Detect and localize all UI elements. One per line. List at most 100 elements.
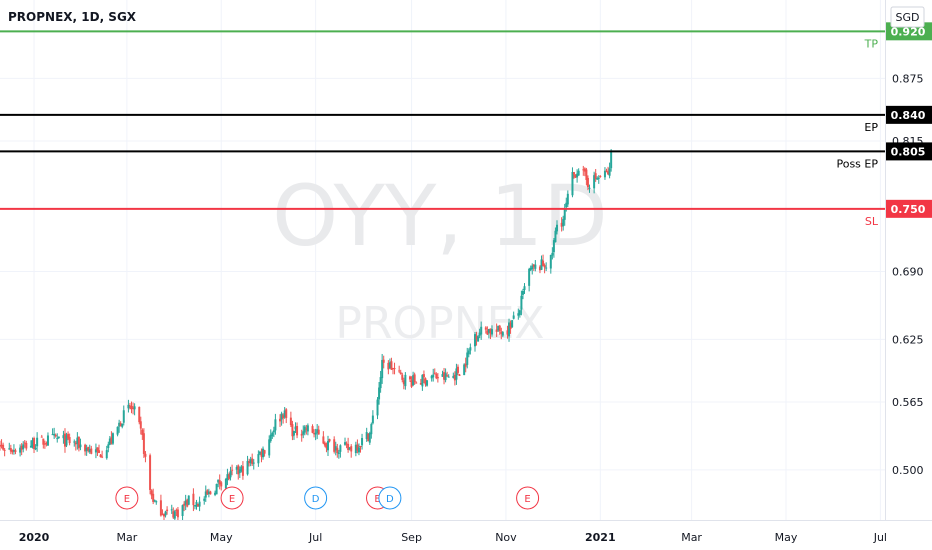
- candle-body: [467, 350, 470, 355]
- candle-body: [455, 368, 458, 380]
- candle-body: [500, 331, 503, 334]
- candle-body: [193, 505, 196, 507]
- candle-body: [497, 325, 500, 331]
- event-circle: [220, 486, 244, 510]
- candle-body: [489, 328, 492, 334]
- price-tick-label: 0.690: [892, 265, 924, 278]
- candle-body: [484, 327, 487, 330]
- candle-body: [555, 224, 558, 232]
- candle-body: [538, 266, 541, 271]
- candle-body: [45, 442, 48, 445]
- dividend-event-icon[interactable]: D: [378, 486, 402, 510]
- candle-body: [508, 322, 511, 337]
- candle-body: [155, 501, 158, 503]
- candle-body: [279, 418, 282, 422]
- candle-body: [333, 439, 336, 452]
- candle-body: [105, 450, 108, 459]
- candle-body: [53, 433, 56, 436]
- candle-body: [204, 491, 207, 498]
- candle-body: [63, 433, 66, 447]
- level-price-box-ep: [886, 105, 932, 124]
- candle-body: [29, 445, 32, 448]
- candle-body: [128, 405, 131, 407]
- candle-body: [46, 435, 49, 446]
- candle-body: [84, 444, 87, 452]
- candle-body: [599, 175, 602, 177]
- time-axis[interactable]: 2020 Mar May Jul Sep Nov 2021 Mar May Jul: [0, 520, 932, 550]
- candle-body: [520, 295, 523, 310]
- candle-body: [144, 453, 147, 457]
- level-price-box-sl: [886, 199, 932, 218]
- candle-body: [316, 429, 319, 433]
- candle-body: [410, 380, 413, 387]
- candle-body: [529, 267, 532, 271]
- candle-body: [328, 439, 331, 442]
- currency-button[interactable]: SGD: [890, 6, 925, 28]
- candle-body: [610, 151, 613, 169]
- candle-body: [215, 483, 218, 495]
- candle-body: [376, 399, 379, 416]
- earnings-event-icon[interactable]: E: [220, 486, 244, 510]
- price-axis[interactable]: 0.8750.8150.7500.6900.6250.5650.5000.920…: [885, 0, 932, 550]
- candle-body: [545, 267, 548, 269]
- candle-body: [94, 449, 97, 453]
- candle-body: [365, 432, 368, 439]
- candle-body: [303, 426, 306, 433]
- candle-body: [433, 372, 436, 374]
- candle-body: [203, 498, 206, 501]
- candle-body: [14, 450, 17, 452]
- candle-body: [153, 500, 156, 502]
- candle-body: [337, 452, 340, 454]
- candle-body: [348, 447, 351, 450]
- candle-body: [359, 446, 362, 448]
- candle-body: [285, 409, 288, 418]
- price-tick-label: 0.565: [892, 396, 924, 409]
- candle-body: [257, 454, 260, 464]
- candle-body: [139, 421, 142, 429]
- candle-body: [33, 438, 36, 450]
- candle-body: [517, 313, 520, 316]
- dividend-event-icon[interactable]: D: [304, 486, 328, 510]
- candle-body: [409, 376, 412, 380]
- candle-body: [350, 446, 353, 452]
- candle-body: [263, 450, 266, 454]
- candle-body: [432, 374, 435, 378]
- candle-body: [367, 433, 370, 442]
- candle-body: [314, 432, 317, 435]
- candle-body: [238, 469, 241, 473]
- candle-body: [528, 268, 531, 286]
- earnings-event-icon[interactable]: E: [115, 486, 139, 510]
- earnings-event-icon[interactable]: E: [516, 486, 540, 510]
- candle-body: [51, 434, 54, 436]
- candle-body: [582, 169, 585, 171]
- candle-body: [339, 445, 342, 452]
- candle-body: [260, 452, 263, 457]
- candle-body: [184, 500, 187, 505]
- candle-body: [218, 480, 221, 485]
- candle-body: [560, 222, 563, 227]
- candle-body: [441, 374, 444, 377]
- candle-body: [150, 490, 153, 496]
- candle-body: [388, 362, 391, 369]
- candle-body: [74, 442, 77, 445]
- candle-body: [551, 252, 554, 256]
- candle-body: [166, 509, 169, 512]
- event-letter: D: [386, 494, 394, 505]
- candle-body: [121, 423, 124, 427]
- candle-body: [111, 433, 114, 444]
- candle-body: [11, 449, 14, 453]
- candle-body: [88, 449, 91, 452]
- candle-body: [138, 406, 141, 423]
- candle-body: [173, 511, 176, 519]
- candle-body: [562, 219, 565, 227]
- candle-body: [404, 374, 407, 387]
- candle-body: [311, 426, 314, 433]
- candle-body: [486, 330, 489, 335]
- time-tick-label: Sep: [401, 531, 422, 544]
- candle-body: [534, 264, 537, 269]
- candle-body: [54, 434, 57, 437]
- candle-body: [345, 443, 348, 445]
- candle-body: [252, 462, 255, 464]
